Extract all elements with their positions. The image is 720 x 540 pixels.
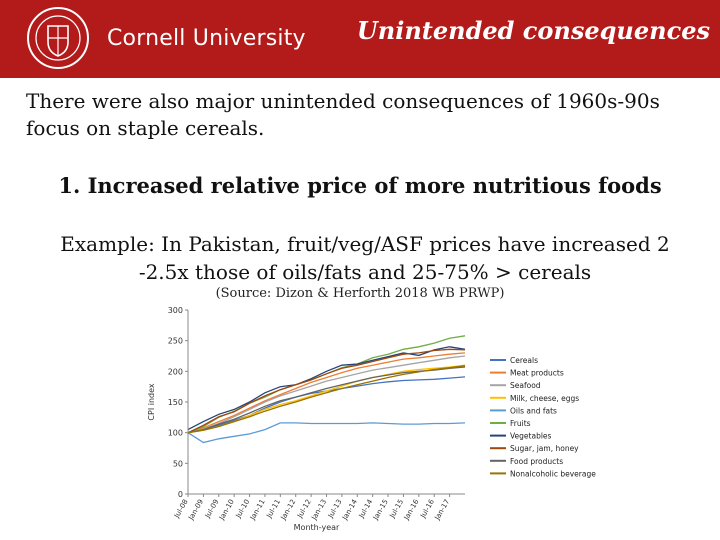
- plot-lines: [187, 335, 466, 444]
- legend-entry: Oils and fats: [510, 406, 557, 415]
- y-tick-label: 50: [173, 459, 183, 468]
- y-tick-label: 150: [168, 398, 183, 407]
- legend-entry: Cereals: [510, 356, 538, 365]
- y-tick-label: 200: [168, 367, 183, 376]
- series-line-oils-and-fats: [187, 422, 466, 444]
- point-heading: 1. Increased relative price of more nutr…: [58, 173, 662, 198]
- intro-text: There were also major unintended consequ…: [26, 89, 660, 140]
- example-text: Example: In Pakistan, fruit/veg/ASF pric…: [30, 230, 700, 286]
- legend-entry: Seafood: [510, 381, 541, 390]
- y-tick-label: 250: [168, 337, 183, 346]
- legend-entry: Sugar, jam, honey: [510, 444, 579, 453]
- y-tick-label: 300: [168, 306, 183, 315]
- x-tick-label: Jan-14: [340, 498, 359, 523]
- x-tick-label: Jan-13: [310, 498, 329, 522]
- series-line-meat-products: [187, 352, 466, 434]
- y-axis-label: CPI index: [147, 383, 156, 420]
- x-axis-label: Month-year: [294, 523, 340, 532]
- university-name: Cornell University: [107, 26, 306, 51]
- x-tick-label: Jan-15: [371, 498, 390, 522]
- university-seal-icon: [27, 7, 89, 69]
- x-tick-label: Jan-12: [279, 498, 298, 522]
- legend-entry: Milk, cheese, eggs: [510, 394, 579, 403]
- legend-entry: Nonalcoholic beverage: [510, 469, 596, 478]
- x-tick-label: Jan-11: [248, 498, 267, 522]
- x-tick-label: Jan-17: [433, 498, 452, 522]
- slide-header: Cornell University Unintended consequenc…: [0, 0, 720, 78]
- series-line-nonalcoholic-beverage: [187, 365, 466, 434]
- example-line-1: Example: In Pakistan, fruit/veg/ASF pric…: [60, 232, 670, 256]
- source-citation: (Source: Dizon & Herforth 2018 WB PRWP): [215, 286, 505, 301]
- legend-entry: Food products: [510, 457, 563, 466]
- y-tick-label: 0: [178, 490, 183, 499]
- x-tick-label: Jan-10: [217, 498, 236, 522]
- x-tick-label: Jan-16: [402, 498, 421, 523]
- series-line-sugar-jam-honey: [187, 348, 466, 434]
- legend-entry: Meat products: [510, 369, 564, 378]
- series-line-seafood: [187, 355, 466, 434]
- cpi-line-chart: 050100150200250300Jul-08Jan-09Jul-09Jan-…: [147, 306, 596, 532]
- y-tick-label: 100: [168, 429, 183, 438]
- slide-title: Unintended consequences: [356, 16, 710, 45]
- example-line-2: -2.5x those of oils/fats and 25-75% > ce…: [138, 260, 592, 284]
- series-line-vegetables: [187, 346, 466, 431]
- legend-entry: Fruits: [510, 419, 531, 428]
- chart-axes: 050100150200250300Jul-08Jan-09Jul-09Jan-…: [147, 306, 465, 532]
- chart-legend: Cereals Meat products Seafood Milk, cheese,…: [490, 356, 596, 478]
- legend-entry: Vegetables: [510, 432, 552, 441]
- x-tick-label: Jan-09: [187, 498, 206, 522]
